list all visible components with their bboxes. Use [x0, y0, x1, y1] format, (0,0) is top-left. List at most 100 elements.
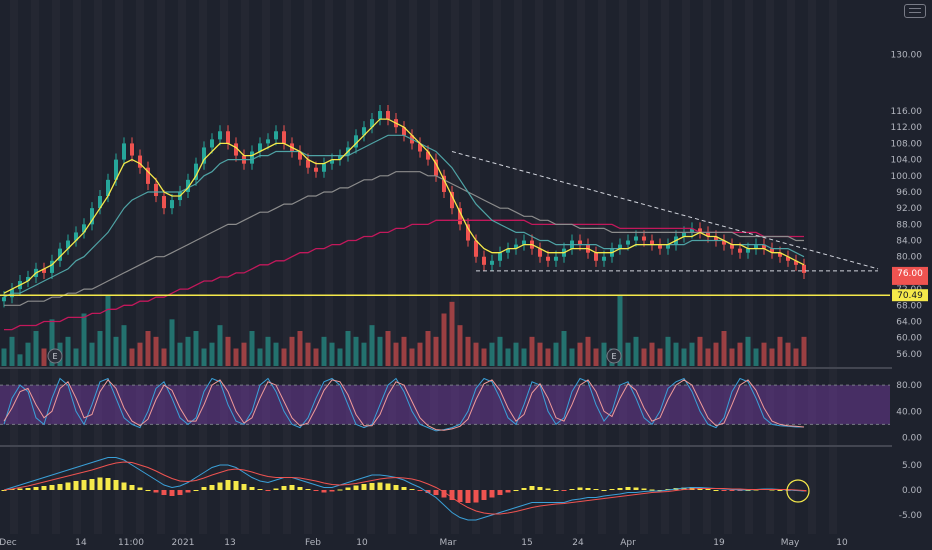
volume-bar	[49, 319, 55, 366]
volume-bar	[297, 331, 303, 366]
candle-body	[258, 143, 262, 152]
volume-bar	[649, 342, 655, 366]
volume-bar	[569, 348, 575, 366]
volume-bar	[209, 342, 215, 366]
volume-bar	[737, 342, 743, 366]
macd-histogram-bar	[385, 483, 391, 490]
macd-histogram-bar	[129, 485, 135, 490]
time-tick-label: Apr	[620, 538, 636, 548]
volume-bar	[457, 325, 463, 366]
session-band	[829, 0, 837, 550]
macd-histogram-bar	[585, 488, 591, 490]
candle-body	[274, 131, 278, 140]
volume-bar	[113, 336, 119, 366]
candle-body	[2, 297, 6, 302]
time-tick-label: 10	[356, 538, 368, 548]
candle-body	[458, 208, 462, 225]
macd-histogram-bar	[457, 490, 463, 502]
stochastic-k-line	[3, 377, 804, 432]
macd-histogram-bar	[545, 488, 551, 490]
volume-bar	[265, 336, 271, 366]
session-band	[367, 0, 375, 550]
macd-histogram-bar	[145, 490, 151, 491]
menu-button[interactable]	[904, 4, 926, 18]
ema-mid-line	[3, 134, 805, 298]
macd-histogram-bar	[41, 486, 47, 490]
macd-histogram-bar	[537, 487, 543, 490]
volume-bar	[305, 342, 311, 366]
session-band	[283, 0, 291, 550]
volume-bar	[417, 342, 423, 366]
candle-body	[522, 240, 526, 245]
candle-body	[154, 183, 158, 197]
candle-body	[538, 248, 542, 257]
price-tick-label: 64.00	[896, 317, 922, 327]
session-bands	[10, 0, 837, 550]
volume-bar	[393, 342, 399, 366]
candle-body	[314, 167, 318, 172]
macd-histogram-bar	[497, 490, 503, 495]
volume-bar	[97, 331, 103, 366]
volume-bar	[321, 336, 327, 366]
volume-bar	[449, 301, 455, 366]
price-tick-label: 104.00	[891, 156, 923, 166]
volume-bar	[561, 331, 567, 366]
volume-bar	[249, 331, 255, 366]
candle-body	[426, 151, 430, 160]
macd-histogram-bar	[121, 482, 127, 490]
price-tick-label: 80.00	[896, 253, 922, 263]
price-tick-label: 92.00	[896, 204, 922, 214]
hline-price-box	[892, 289, 928, 302]
session-band	[619, 0, 627, 550]
session-band	[325, 0, 333, 550]
candle-body	[474, 240, 478, 257]
stochastic-tick-label: 0.00	[902, 433, 922, 443]
macd-histogram-bar	[225, 480, 231, 490]
candle-body	[450, 191, 454, 209]
volume-bar	[337, 348, 343, 366]
session-band	[640, 0, 648, 550]
session-band	[94, 0, 102, 550]
macd-histogram-bar	[505, 490, 511, 493]
candle-body	[602, 256, 606, 261]
candle-body	[690, 228, 694, 233]
candle-body	[298, 151, 302, 160]
candle-body	[338, 155, 342, 160]
macd-histogram-bar	[289, 485, 295, 490]
macd-histogram-bar	[273, 488, 279, 490]
volume-bar	[353, 336, 359, 366]
macd-histogram-bar	[393, 485, 399, 490]
session-band	[472, 0, 480, 550]
candle-body	[634, 236, 638, 241]
candle-body	[706, 232, 710, 237]
volume-bar	[81, 313, 87, 366]
volume-bar	[121, 325, 127, 366]
session-band	[493, 0, 501, 550]
candle-body	[498, 252, 502, 261]
candle-body	[170, 200, 174, 209]
macd-histogram-bar	[593, 489, 599, 490]
macd-histogram-bar	[721, 490, 727, 491]
session-band	[346, 0, 354, 550]
volume-bar	[193, 331, 199, 366]
candle-body	[794, 260, 798, 265]
candle-body	[130, 143, 134, 156]
macd-histogram-bar	[73, 481, 79, 490]
session-band	[556, 0, 564, 550]
macd-histogram-bar	[17, 488, 23, 490]
macd-line	[3, 457, 805, 521]
candle-body	[482, 256, 486, 265]
candle-body	[418, 143, 422, 152]
volume-bar	[345, 331, 351, 366]
candle-body	[682, 232, 686, 237]
candle-body	[306, 159, 310, 168]
macd-histogram-bar	[97, 477, 103, 490]
macd-histogram-bar	[377, 482, 383, 490]
candle-body	[90, 208, 94, 225]
macd-histogram-bar	[713, 490, 719, 491]
macd-histogram-bar	[601, 490, 607, 491]
macd-histogram-bar	[209, 485, 215, 490]
candle-body	[210, 139, 214, 148]
volume-bar	[553, 342, 559, 366]
volume-bar	[745, 336, 751, 366]
